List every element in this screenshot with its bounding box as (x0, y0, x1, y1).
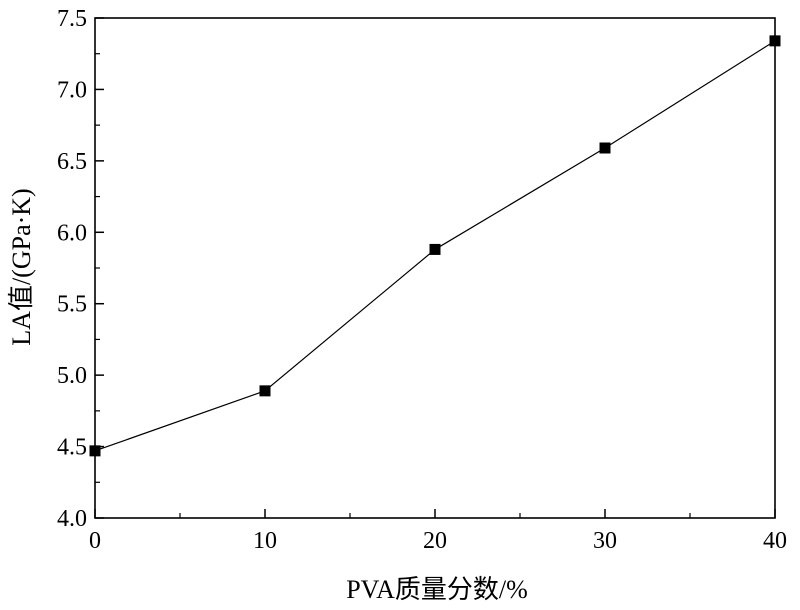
series-layer (89, 35, 781, 457)
x-axis-title: PVA质量分数/% (346, 575, 528, 604)
y-tick-label: 4.5 (57, 435, 87, 461)
x-tick-label: 20 (423, 528, 447, 554)
x-tick-label: 30 (593, 528, 617, 554)
data-point-marker (429, 243, 441, 255)
y-tick-label: 7.0 (57, 77, 87, 103)
y-tick-label: 6.0 (57, 220, 87, 246)
y-tick-label: 6.5 (57, 149, 87, 175)
y-tick-label: 7.5 (57, 6, 87, 32)
x-tick-label: 40 (763, 528, 787, 554)
data-point-marker (599, 142, 611, 154)
y-tick-label: 4.0 (57, 506, 87, 532)
y-tick-label: 5.0 (57, 363, 87, 389)
data-point-marker (89, 445, 101, 457)
x-tick-label: 10 (253, 528, 277, 554)
y-axis-title: LA值/(GPa·K) (7, 188, 36, 345)
x-axis-ticks: 0 10 20 30 40 (89, 509, 787, 554)
x-tick-label: 0 (89, 528, 101, 554)
plot-frame (94, 17, 776, 519)
plot-border (94, 17, 776, 519)
data-point-marker (259, 385, 271, 397)
y-axis-ticks: 4.0 4.5 5.0 5.5 6.0 6.5 7.0 7.5 (57, 6, 104, 532)
y-tick-label: 5.5 (57, 292, 87, 318)
data-point-marker (769, 35, 781, 47)
